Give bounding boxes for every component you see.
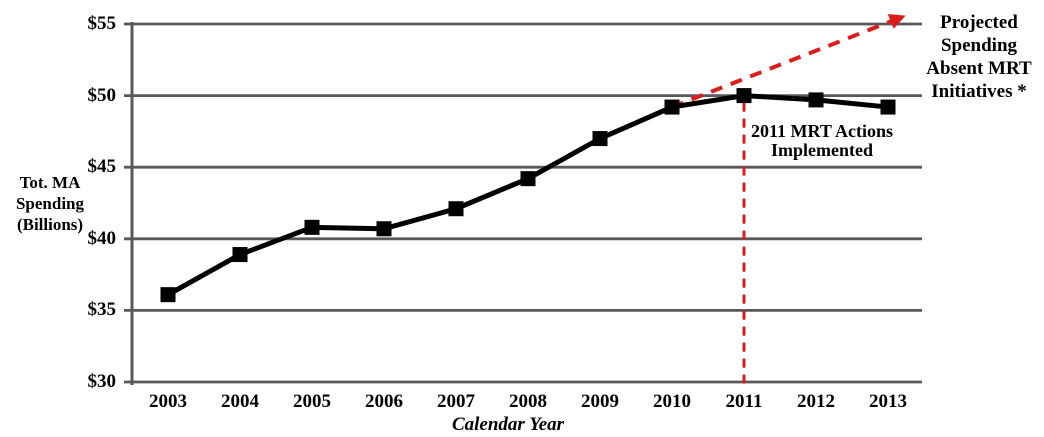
annotation-line: Projected	[940, 12, 1018, 33]
y-axis-title-line: Tot. MA	[19, 173, 81, 192]
x-axis-title: Calendar Year	[451, 414, 565, 435]
y-axis-title-line: (Billions)	[16, 215, 84, 234]
x-tick-label: 2012	[797, 391, 835, 412]
y-axis-title: Tot. MA Spending (Billions)	[2, 172, 98, 235]
y-tick-label: $35	[87, 299, 117, 321]
gridlines	[124, 22, 922, 384]
mrt-actions-annotation: 2011 MRT Actions Implemented	[742, 122, 902, 160]
y-tick-label: $45	[87, 156, 117, 178]
y-tick-label: $55	[87, 13, 117, 34]
projected-spending-annotation: Projected Spending Absent MRT Initiative…	[918, 11, 1040, 103]
x-tick-label: 2007	[437, 391, 475, 412]
y-tick-label: $30	[87, 371, 117, 392]
x-tick-label: 2009	[581, 391, 619, 412]
projection-dashed-line	[671, 14, 906, 109]
y-tick-label: $50	[87, 84, 117, 106]
x-tick-label: 2005	[293, 391, 331, 412]
x-tick-label: 2010	[653, 391, 691, 412]
spending-series-markers	[160, 88, 896, 303]
x-tick-label: 2003	[149, 391, 187, 412]
y-axis-title-line: Spending	[15, 194, 85, 213]
annotation-line: Initiatives *	[931, 81, 1027, 102]
x-tick-label: 2011	[725, 391, 763, 412]
annotation-line: Absent MRT	[926, 58, 1032, 79]
x-tick-label: 2004	[221, 391, 259, 412]
annotation-line: Implemented	[771, 140, 873, 160]
y-tick-label: $40	[87, 227, 117, 249]
annotation-line: 2011 MRT Actions	[750, 121, 894, 141]
x-tick-label: 2008	[509, 391, 547, 412]
x-tick-label: 2013	[869, 391, 907, 412]
x-tick-label: 2006	[365, 391, 403, 412]
annotation-line: Spending	[940, 35, 1018, 56]
